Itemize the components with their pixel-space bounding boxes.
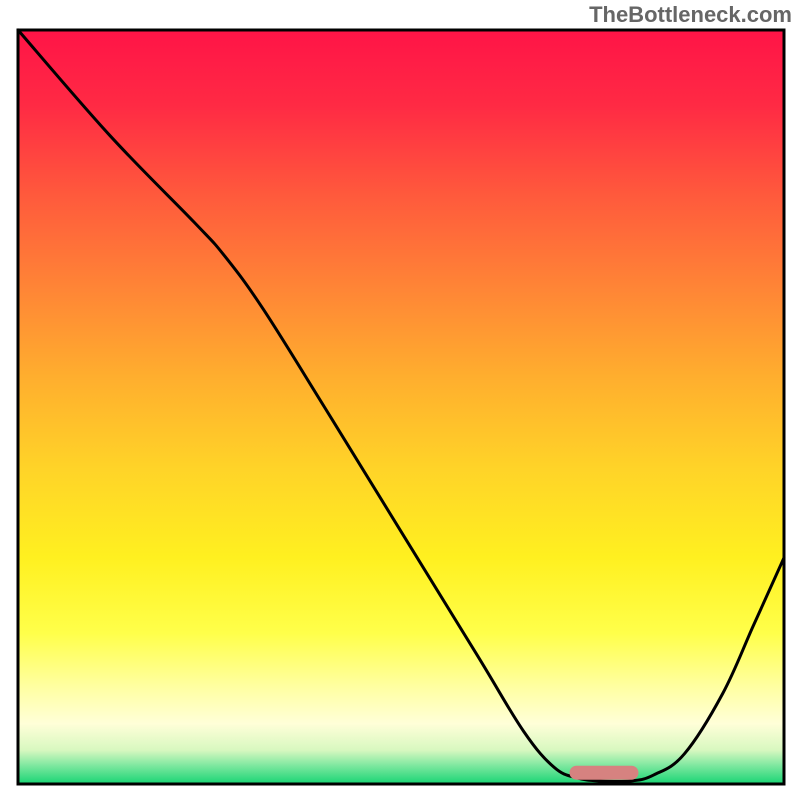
optimal-marker xyxy=(570,766,639,780)
bottleneck-chart: TheBottleneck.com xyxy=(0,0,800,800)
watermark-text: TheBottleneck.com xyxy=(589,2,792,28)
chart-svg xyxy=(0,0,800,800)
chart-background xyxy=(18,30,784,784)
